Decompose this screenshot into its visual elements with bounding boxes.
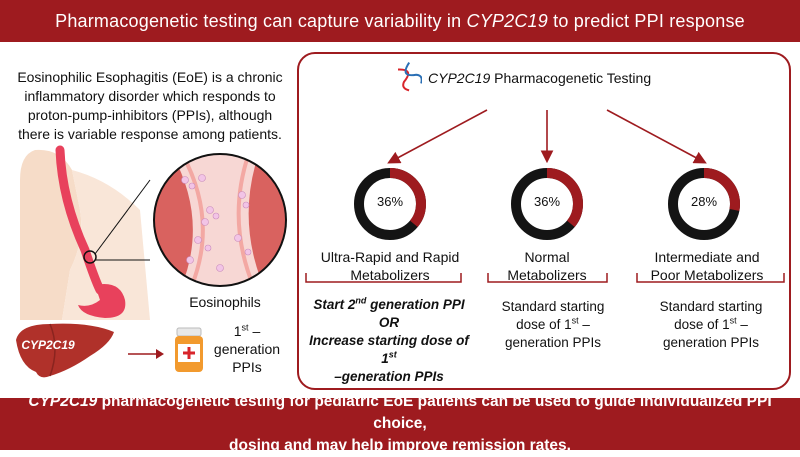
recommendation-normal: Standard starting dose of 1st – generati… bbox=[501, 299, 605, 350]
pct-normal: 36% bbox=[533, 194, 561, 209]
arrow-to-rapid bbox=[387, 109, 488, 164]
arrow-right-icon bbox=[128, 349, 164, 359]
recommendation-rapid: Start 2nd generation PPI OR Increase sta… bbox=[309, 295, 469, 384]
donut-poor bbox=[668, 168, 740, 240]
testing-panel bbox=[297, 52, 791, 390]
conclusion-banner: CYP2C19 pharmacogenetic testing for pedi… bbox=[0, 393, 800, 454]
testing-title: CYP2C19 Pharmacogenetic Testing bbox=[428, 70, 652, 86]
donut-rapid-slice bbox=[354, 168, 426, 240]
liver-icon bbox=[16, 323, 114, 378]
pct-poor: 28% bbox=[690, 194, 718, 209]
magnifier-illustration bbox=[153, 153, 287, 287]
conclusion-line-2: dosing and may help improve remission ra… bbox=[229, 437, 571, 454]
donut-rapid bbox=[354, 168, 426, 240]
ppi-label: 1st – generation PPIs bbox=[213, 322, 281, 375]
branch-arrows bbox=[387, 109, 707, 164]
recommendation-poor: Standard starting dose of 1st – generati… bbox=[659, 299, 763, 350]
conclusion-line-1: CYP2C19 pharmacogenetic testing for pedi… bbox=[28, 393, 772, 432]
donut-normal bbox=[511, 168, 583, 240]
group-poor-label: Intermediate and Poor Metabolizers bbox=[650, 249, 764, 283]
bracket-poor bbox=[636, 273, 785, 283]
dna-icon bbox=[398, 62, 422, 92]
liver-label: CYP2C19 bbox=[21, 338, 75, 352]
esophagus-illustration bbox=[20, 145, 151, 320]
donut-poor-slice bbox=[668, 168, 740, 240]
pill-bottle-icon bbox=[175, 327, 203, 372]
intro-text: Eosinophilic Esophagitis (EoE) is a chro… bbox=[17, 69, 283, 142]
title-banner: Pharmacogenetic testing can capture vari… bbox=[0, 0, 800, 42]
bracket-rapid bbox=[305, 273, 462, 283]
group-rapid-label: Ultra-Rapid and Rapid Metabolizers bbox=[320, 249, 460, 283]
bracket-normal bbox=[487, 273, 608, 283]
group-normal-label: Normal Metabolizers bbox=[507, 249, 587, 283]
page-title: Pharmacogenetic testing can capture vari… bbox=[55, 10, 745, 31]
eosinophils-label: Eosinophils bbox=[189, 294, 261, 310]
pct-rapid: 36% bbox=[376, 194, 404, 209]
donut-normal-slice bbox=[511, 168, 583, 240]
arrow-to-poor bbox=[606, 109, 707, 164]
